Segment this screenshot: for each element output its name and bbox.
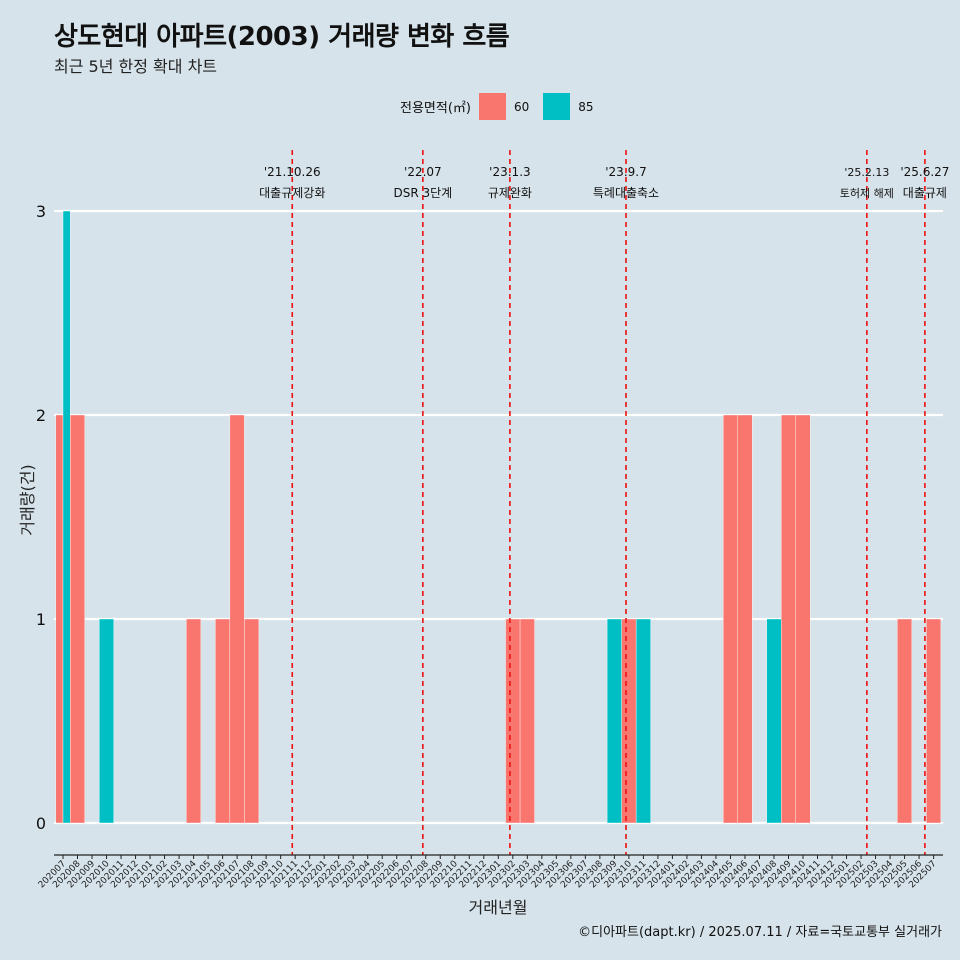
bar-60-202409: [781, 414, 796, 824]
bar-60-202406: [737, 414, 753, 824]
bar-85-202408: [766, 618, 782, 824]
event-date-label: '25.6.27: [900, 165, 949, 179]
event-date-label: '23.9.7: [605, 165, 646, 179]
event-name-label: DSR 3단계: [393, 186, 452, 200]
bar-60-202310: [621, 618, 637, 824]
x-axis-label: 거래년월: [469, 898, 528, 917]
bars: [55, 210, 942, 824]
y-tick-label: 0: [36, 814, 46, 833]
bar-60-202405: [723, 414, 738, 824]
legend-swatch-60: [478, 93, 506, 120]
bar-85-202010: [99, 618, 114, 824]
bar-85-202311: [635, 618, 651, 824]
legend-title: 전용면적(㎡): [400, 101, 471, 116]
event-date-label: '25.2.13: [844, 166, 889, 179]
bar-60-202007: [55, 414, 64, 824]
legend-label-85: 85: [578, 99, 594, 114]
chart-subtitle: 최근 5년 한정 확대 차트: [54, 57, 218, 76]
event-name-label: 특례대출축소: [593, 186, 659, 200]
bar-60-202505: [897, 618, 913, 824]
bar-85-202309: [606, 618, 622, 824]
bar-60-202104: [186, 618, 202, 824]
event-name-label: 대출규제: [903, 186, 947, 200]
bar-60-202507: [926, 618, 942, 824]
event-date-label: '21.10.26: [264, 165, 321, 179]
bar-60-202410: [795, 414, 811, 824]
bar-60-202303: [519, 618, 535, 824]
y-tick-label: 3: [36, 202, 46, 221]
event-date-label: '22.07: [404, 165, 442, 179]
bar-60-202106: [215, 618, 231, 824]
source-caption: ©디아파트(dapt.kr) / 2025.07.11 / 자료=국토교통부 실…: [578, 925, 942, 940]
event-lines: '21.10.26 대출규제강화 '22.07 DSR 3단계 '23.1.3 규제완화 '…: [259, 150, 949, 855]
legend-label-60: 60: [513, 99, 530, 114]
event-name-label: 토허제 해제: [840, 186, 894, 200]
legend: 전용면적(㎡) 60 85: [400, 93, 608, 120]
bar-85-202007: [62, 210, 71, 824]
bar-60-202302: [505, 618, 521, 824]
y-tick-label: 2: [36, 406, 46, 425]
y-axis: 0 1 2 3: [36, 202, 46, 833]
y-axis-label: 거래량(건): [18, 464, 37, 535]
bar-60-202008: [70, 414, 85, 824]
bar-60-202107: [229, 414, 245, 824]
event-date-label: '23.1.3: [489, 165, 530, 179]
y-tick-label: 1: [36, 610, 46, 629]
event-name-label: 대출규제강화: [259, 186, 325, 200]
chart-title: 상도현대 아파트(2003) 거래량 변화 흐름: [54, 22, 510, 52]
bar-60-202108: [244, 618, 260, 824]
x-axis: 2020072020082020092020102020112020122021…: [37, 854, 943, 890]
event-name-label: 규제완화: [488, 186, 532, 200]
legend-swatch-85: [543, 93, 571, 120]
